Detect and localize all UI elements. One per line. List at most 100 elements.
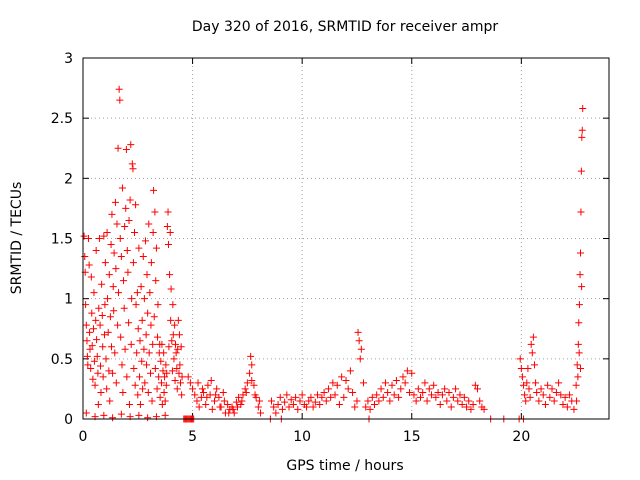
data-point (99, 373, 107, 381)
y-axis-label: SRMTID / TECUs (9, 182, 25, 295)
data-point (575, 349, 583, 357)
data-point (412, 397, 420, 405)
data-point (355, 337, 363, 345)
data-point (87, 273, 95, 281)
y-tick-label: 1.5 (51, 232, 73, 248)
data-point (131, 228, 139, 236)
data-point (160, 349, 168, 357)
data-point (532, 379, 540, 387)
data-point (168, 367, 176, 375)
data-point (189, 385, 197, 393)
data-point (148, 397, 156, 405)
data-point (577, 249, 585, 257)
data-point (156, 393, 164, 401)
data-point (305, 397, 313, 405)
data-point (533, 389, 541, 397)
data-point (125, 216, 133, 224)
data-point (296, 397, 304, 405)
data-point (120, 277, 128, 285)
data-point (90, 357, 98, 365)
data-point (186, 379, 194, 387)
data-point (577, 364, 585, 372)
data-point (248, 376, 256, 384)
data-point (211, 397, 218, 405)
data-point (555, 379, 563, 387)
data-point (115, 85, 123, 93)
data-point (143, 271, 151, 279)
chart-title: Day 320 of 2016, SRMTID for receiver amp… (192, 19, 499, 35)
data-point (307, 393, 315, 401)
data-point (417, 393, 425, 401)
data-point (113, 220, 121, 228)
data-point (373, 391, 381, 399)
data-point (247, 352, 255, 360)
data-point (129, 259, 137, 267)
data-point (207, 376, 215, 384)
data-point (161, 373, 169, 381)
data-point (445, 389, 453, 397)
data-point (139, 253, 147, 261)
data-point (386, 397, 394, 405)
x-tick-label: 5 (188, 429, 197, 445)
data-point (133, 289, 141, 297)
data-point (250, 381, 258, 389)
data-point (169, 301, 177, 309)
data-point (322, 397, 330, 405)
data-point (174, 316, 182, 324)
x-tick-label: 20 (512, 429, 530, 445)
data-point (122, 204, 130, 212)
data-point (152, 244, 160, 252)
data-point (95, 235, 103, 242)
data-point (438, 391, 446, 399)
data-point (122, 145, 130, 153)
data-point (165, 343, 173, 351)
data-point (106, 313, 114, 321)
data-point (469, 401, 477, 409)
data-point (151, 364, 159, 372)
data-point (529, 333, 537, 341)
data-point (544, 381, 552, 389)
data-point (84, 361, 92, 369)
data-point (251, 391, 259, 399)
data-point (516, 355, 524, 363)
data-point (100, 331, 108, 339)
data-point (465, 397, 473, 405)
data-point (154, 301, 162, 309)
data-point (224, 401, 232, 409)
data-point (112, 379, 120, 387)
data-point (379, 393, 387, 401)
data-point (99, 343, 107, 351)
data-point (93, 336, 101, 344)
data-point (104, 295, 112, 303)
data-point (162, 361, 170, 369)
data-point (176, 361, 184, 369)
data-point (298, 391, 306, 399)
data-point (160, 389, 168, 397)
data-point (158, 401, 166, 409)
data-point (131, 381, 139, 389)
data-point (130, 364, 138, 372)
data-point (456, 391, 464, 399)
data-point (576, 271, 584, 279)
data-point (272, 409, 280, 417)
data-point (324, 385, 332, 393)
data-point (423, 397, 431, 405)
data-point (357, 345, 365, 353)
data-point (238, 397, 246, 405)
data-point (86, 345, 94, 353)
data-point (161, 397, 169, 405)
data-point (559, 401, 567, 409)
data-point (107, 343, 115, 351)
data-point (143, 361, 151, 369)
data-point (173, 364, 181, 372)
plot-frame (82, 57, 610, 420)
data-point (354, 328, 362, 336)
data-point (88, 342, 96, 350)
y-tick-label: 1 (64, 292, 73, 308)
data-point (100, 411, 108, 419)
data-point (366, 405, 374, 413)
data-point (139, 385, 147, 393)
data-point (117, 333, 125, 341)
data-point (89, 375, 97, 383)
data-point (225, 409, 233, 417)
